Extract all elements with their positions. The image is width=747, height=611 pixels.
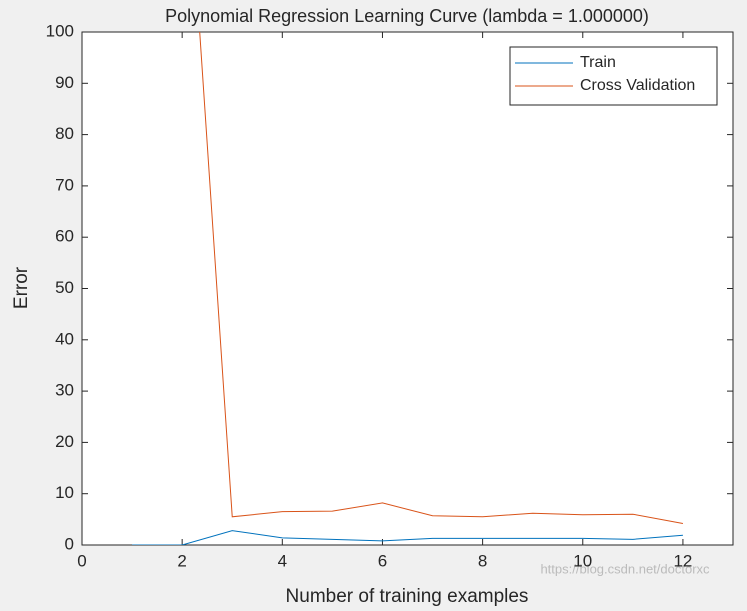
x-axis-label: Number of training examples — [286, 586, 529, 607]
legend-label: Cross Validation — [580, 77, 695, 94]
series-line — [199, 32, 684, 524]
chart-title: Polynomial Regression Learning Curve (la… — [165, 6, 649, 26]
legend-box — [509, 46, 718, 106]
x-tick-label: 4 — [278, 551, 287, 570]
y-tick-label: 70 — [55, 175, 74, 194]
y-tick-label: 90 — [55, 73, 74, 92]
x-tick-label: 6 — [378, 551, 387, 570]
x-tick-label: 8 — [478, 551, 487, 570]
x-tick-label: 0 — [77, 551, 86, 570]
x-tick-label: 2 — [177, 551, 186, 570]
y-tick-label: 30 — [55, 381, 74, 400]
series-line — [132, 530, 683, 545]
y-tick-label: 20 — [55, 432, 74, 451]
watermark: https://blog.csdn.net/doctorxc — [540, 561, 710, 576]
y-tick-label: 60 — [55, 227, 74, 246]
y-tick-label: 0 — [65, 534, 74, 553]
x-tick-label: 10 — [573, 551, 592, 570]
x-tick-label: 12 — [673, 551, 692, 570]
y-tick-label: 100 — [46, 21, 74, 40]
y-axis-label: Error — [11, 266, 32, 309]
y-tick-label: 80 — [55, 124, 74, 143]
y-tick-label: 40 — [55, 329, 74, 348]
plot-lines — [132, 32, 684, 545]
legend-label: Train — [580, 54, 616, 71]
y-tick-label: 10 — [55, 483, 74, 502]
plot-area — [81, 31, 734, 546]
y-tick-label: 50 — [55, 278, 74, 297]
